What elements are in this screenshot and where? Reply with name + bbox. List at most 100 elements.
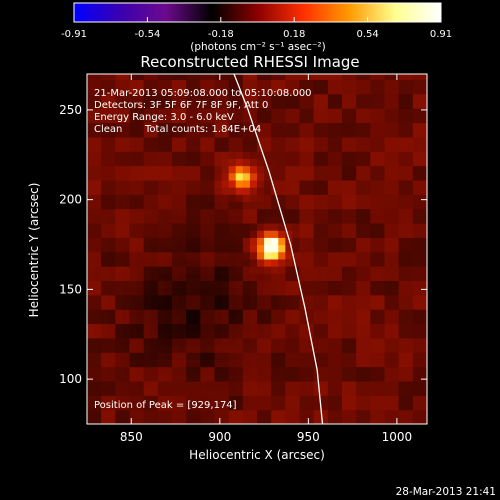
heatmap-cell [398,345,407,353]
heatmap-cell [271,330,279,339]
heatmap-cell [172,366,180,375]
heatmap-cell [228,86,237,95]
heatmap-cell [363,208,371,217]
heatmap-cell [94,309,102,317]
heatmap-cell [228,144,237,152]
heatmap-cell [157,388,166,396]
heatmap-cell [412,172,421,181]
heatmap-cell [172,409,180,418]
heatmap-cell [391,409,400,418]
heatmap-cell [172,287,180,296]
heatmap-cell [242,294,251,303]
heatmap-cell [327,122,336,131]
heatmap-cell [150,79,159,88]
heatmap-cell [143,244,152,253]
heatmap-cell [313,100,322,109]
heatmap-cell [405,287,414,296]
heatmap-cell [398,359,407,368]
heatmap-cell [391,330,400,339]
heatmap-cell [150,301,159,310]
heatmap-cell [356,86,364,95]
heatmap-cell [214,237,223,246]
heatmap-cell [327,266,336,274]
heatmap-cell [143,100,152,109]
heatmap-cell [242,108,251,116]
heatmap-cell [278,201,286,210]
heatmap-cell [257,309,265,317]
heatmap-cell [186,380,194,389]
heatmap-cell [172,301,180,310]
heatmap-cell [108,100,116,109]
heatmap-cell [115,244,124,253]
heatmap-cell [342,352,350,360]
heatmap-cell [101,74,109,80]
heatmap-cell [377,144,386,152]
heatmap-cell [356,337,364,346]
heatmap-cell [299,309,308,317]
heatmap-cell [94,359,102,368]
heatmap-cell [108,165,116,174]
heatmap-cell [292,93,301,102]
heatmap-cell [299,287,308,296]
heatmap-cell [172,79,180,88]
heatmap-cell [363,388,371,396]
heatmap-cell [342,287,350,296]
heatmap-cell [228,266,237,274]
heatmap-cell [87,93,95,102]
heatmap-cell [419,108,427,116]
heatmap-cell [200,158,209,167]
heatmap-cell [108,287,116,296]
heatmap-cell [398,222,407,231]
heatmap-cell [349,409,357,418]
heatmap-cell [235,301,244,310]
heatmap-cell [242,251,251,260]
heatmap-cell [398,273,407,282]
heatmap-cell [278,294,286,303]
heatmap-cell [235,258,244,267]
heatmap-cell [115,409,124,418]
heatmap-cell [143,380,152,389]
heatmap-cell [249,352,258,360]
heatmap-cell [87,100,95,109]
heatmap-cell [115,316,124,325]
heatmap-cell [122,115,131,124]
heatmap-cell [136,330,145,339]
heatmap-cell [391,129,400,138]
heatmap-cell [214,301,223,310]
heatmap-cell [412,402,421,411]
heatmap-cell [228,115,237,124]
heatmap-cell [186,208,194,217]
heatmap-cell [342,337,350,346]
heatmap-cell [150,323,159,332]
heatmap-cell [136,172,145,181]
heatmap-cell [419,151,427,159]
heatmap-cell [299,136,308,145]
heatmap-cell [164,273,173,282]
heatmap-cell [391,230,400,238]
heatmap-cell [108,337,116,346]
heatmap-cell [200,273,209,282]
heatmap-cell [327,74,336,80]
heatmap-cell [384,309,393,317]
heatmap-cell [143,230,152,238]
heatmap-cell [306,273,315,282]
heatmap-cell [299,122,308,131]
heatmap-cell [228,366,237,375]
heatmap-cell [164,230,173,238]
heatmap-cell [377,395,386,404]
heatmap-cell [150,151,159,159]
heatmap-cell [228,122,237,131]
heatmap-cell [235,316,244,325]
heatmap-cell [257,215,265,224]
heatmap-cell [271,388,279,396]
heatmap-cell [419,251,427,260]
heatmap-cell [87,316,95,325]
heatmap-cell [228,151,237,159]
heatmap-cell [150,187,159,195]
heatmap-cell [193,309,201,317]
heatmap-cell [356,294,364,303]
heatmap-cell [115,237,124,246]
heatmap-cell [257,294,265,303]
heatmap-cell [87,215,95,224]
heatmap-cell [200,337,209,346]
